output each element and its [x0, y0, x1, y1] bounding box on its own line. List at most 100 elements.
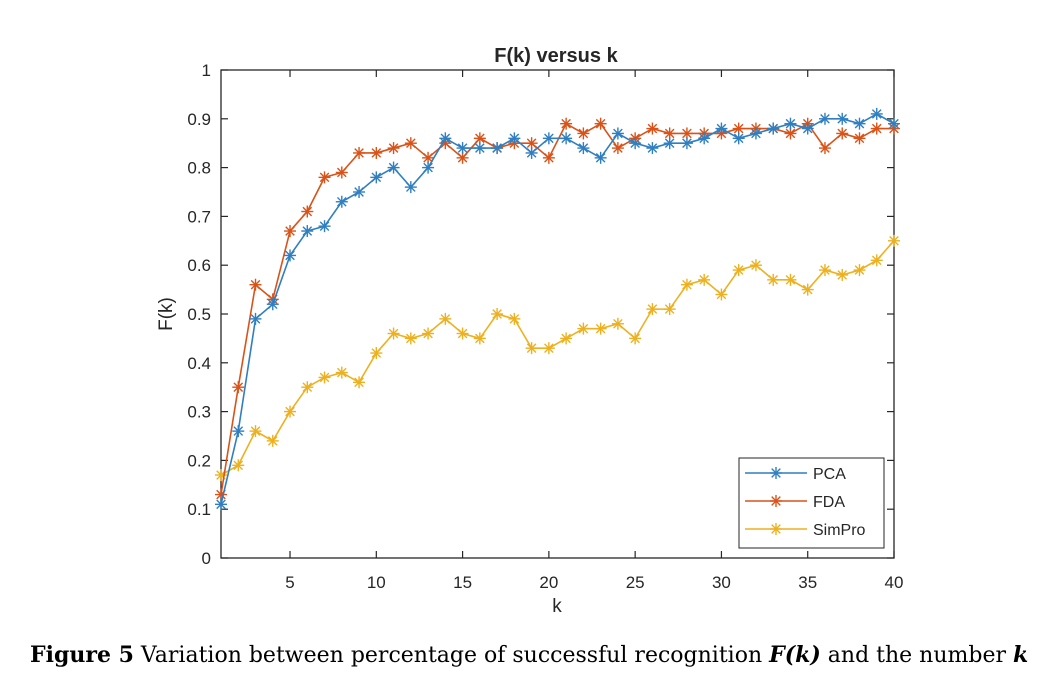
data-point-pca: [767, 122, 780, 135]
y-tick-label: 0.1: [187, 500, 211, 519]
data-point-simpro: [698, 273, 711, 286]
legend-item-simpro: SimPro: [745, 522, 866, 539]
series-simpro: [215, 234, 900, 482]
data-point-pca: [370, 171, 383, 184]
y-tick-label: 0.6: [187, 256, 211, 275]
data-point-simpro: [439, 312, 452, 325]
y-tick-label: 0.9: [187, 110, 211, 129]
data-point-simpro: [853, 264, 866, 277]
legend: PCA FDA SimPro: [738, 457, 885, 549]
data-point-pca: [594, 151, 607, 164]
data-point-pca: [749, 127, 762, 140]
data-point-simpro: [404, 332, 417, 345]
data-point-fda: [456, 151, 469, 164]
data-point-fda: [542, 151, 555, 164]
data-point-fda: [577, 127, 590, 140]
data-point-simpro: [318, 371, 331, 384]
data-point-pca: [404, 181, 417, 194]
data-point-simpro: [560, 332, 573, 345]
data-point-fda: [318, 171, 331, 184]
data-point-simpro: [818, 264, 831, 277]
data-point-simpro: [542, 342, 555, 355]
data-point-simpro: [284, 405, 297, 418]
y-tick-label: 0.5: [187, 305, 211, 324]
data-point-simpro: [456, 327, 469, 340]
y-axis-label: F(k): [156, 297, 177, 331]
data-point-fda: [836, 127, 849, 140]
data-point-simpro: [266, 434, 279, 447]
data-point-simpro: [836, 268, 849, 281]
data-point-simpro: [663, 303, 676, 316]
data-point-fda: [404, 137, 417, 150]
y-tick-label: 0.3: [187, 403, 211, 422]
data-point-pca: [629, 137, 642, 150]
data-point-fda: [818, 142, 831, 155]
data-point-pca: [422, 161, 435, 174]
data-point-simpro: [646, 303, 659, 316]
series-layer: [215, 107, 900, 511]
data-point-simpro: [594, 322, 607, 335]
data-point-simpro: [335, 366, 348, 379]
data-point-pca: [853, 117, 866, 130]
data-point-pca: [663, 137, 676, 150]
data-point-simpro: [473, 332, 486, 345]
data-point-pca: [680, 137, 693, 150]
y-tick-label: 0.7: [187, 207, 211, 226]
caption-text-after: and the number: [820, 643, 1013, 668]
data-point-simpro: [732, 264, 745, 277]
data-point-pca: [525, 146, 538, 159]
data-point-simpro: [611, 317, 624, 330]
legend-marker: [770, 467, 782, 479]
data-point-pca: [698, 132, 711, 145]
data-point-fda: [870, 122, 883, 135]
data-point-pca: [353, 186, 366, 198]
data-point-pca: [560, 132, 573, 145]
data-point-pca: [784, 117, 797, 130]
legend-label: SimPro: [813, 522, 866, 539]
x-tick-label: 20: [539, 573, 558, 592]
series-pca: [215, 107, 900, 511]
data-point-fda: [611, 142, 624, 155]
data-point-simpro: [715, 288, 728, 301]
data-point-pca: [456, 142, 469, 155]
data-point-simpro: [801, 283, 814, 296]
data-point-fda: [732, 122, 745, 135]
data-point-pca: [836, 112, 849, 125]
y-tick-label: 0: [202, 549, 211, 568]
data-point-pca: [266, 298, 279, 311]
x-tick-label: 15: [453, 573, 472, 592]
data-point-fda: [560, 117, 573, 130]
data-point-pca: [818, 112, 831, 125]
x-tick-label: 35: [798, 573, 817, 592]
series-line-fda: [220, 122, 894, 495]
x-tick-label: 30: [712, 573, 731, 592]
data-point-simpro: [301, 381, 314, 394]
data-point-fda: [232, 381, 245, 394]
legend-marker: [770, 495, 782, 507]
x-tick-label: 25: [626, 573, 645, 592]
data-point-fda: [249, 278, 262, 291]
chart-title: F(k) versus k: [494, 45, 618, 67]
data-point-simpro: [370, 347, 383, 360]
data-point-simpro: [491, 308, 504, 320]
caption-text-before: Variation between percentage of successf…: [133, 643, 770, 668]
data-point-simpro: [232, 459, 245, 472]
data-point-fda: [284, 225, 297, 238]
data-point-pca: [318, 220, 331, 233]
data-point-pca: [888, 117, 900, 130]
data-point-pca: [542, 132, 555, 145]
caption-math-symbol: F(k): [769, 642, 821, 668]
legend-item-fda: FDA: [745, 494, 845, 511]
data-point-simpro: [525, 342, 538, 355]
figure-caption: Figure 5 Variation between percentage of…: [30, 642, 1040, 668]
data-point-fda: [663, 127, 676, 140]
data-point-fda: [473, 132, 486, 145]
data-point-pca: [870, 107, 883, 120]
data-point-fda: [594, 117, 607, 130]
legend-label: FDA: [813, 494, 845, 511]
data-point-simpro: [784, 273, 797, 286]
data-point-pca: [284, 249, 297, 262]
data-point-simpro: [353, 376, 366, 389]
x-tick-label: 10: [367, 573, 386, 592]
